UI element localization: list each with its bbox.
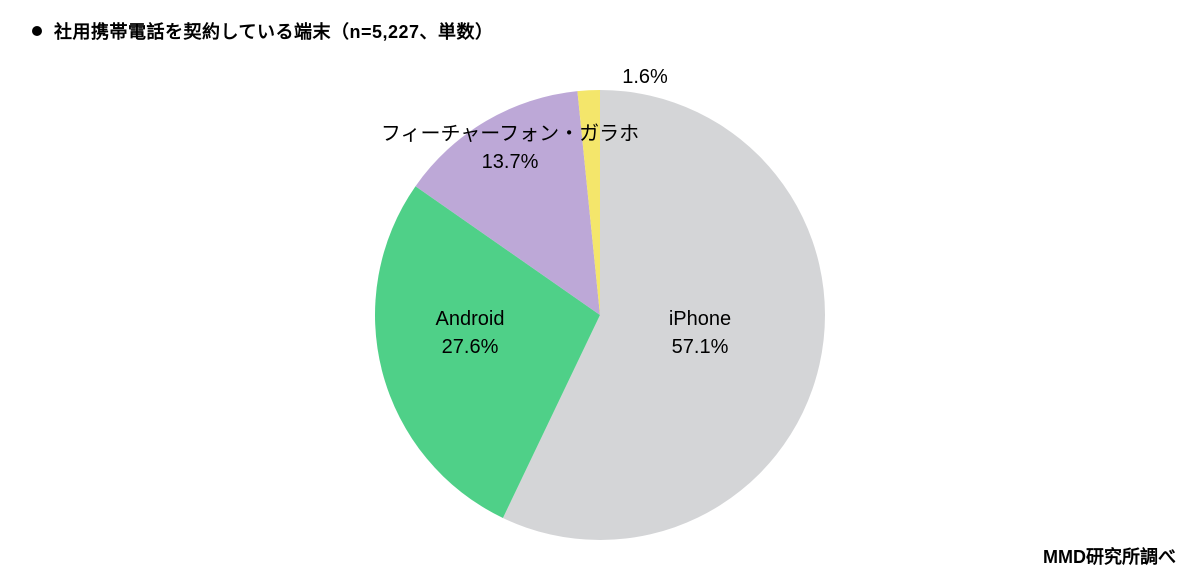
pie-chart-container: iPhone 57.1% Android 27.6% フィーチャーフォン・ガラホ 13.7… [0, 60, 1200, 543]
bullet-icon [32, 26, 42, 36]
pie-chart: iPhone 57.1% Android 27.6% フィーチャーフォン・ガラホ 13.7… [190, 60, 1010, 560]
slice-name-label: フィーチャーフォン・ガラホ [381, 122, 639, 145]
slice-pct-label: 13.7% [482, 151, 539, 173]
slice-pct-label: 57.1% [672, 336, 729, 358]
page-title: 社用携帯電話を契約している端末（n=5,227、単数） [54, 18, 494, 44]
page-root: 社用携帯電話を契約している端末（n=5,227、単数） iPhone 57.1% A… [0, 0, 1200, 583]
slice-name-label: iPhone [669, 308, 731, 330]
title-row: 社用携帯電話を契約している端末（n=5,227、単数） [32, 18, 494, 44]
source-credit: MMD研究所調べ [1043, 543, 1176, 569]
slice-pct-label: 27.6% [442, 336, 499, 358]
slice-pct-label: 1.6% [622, 66, 668, 88]
slice-name-label: Android [436, 308, 505, 330]
